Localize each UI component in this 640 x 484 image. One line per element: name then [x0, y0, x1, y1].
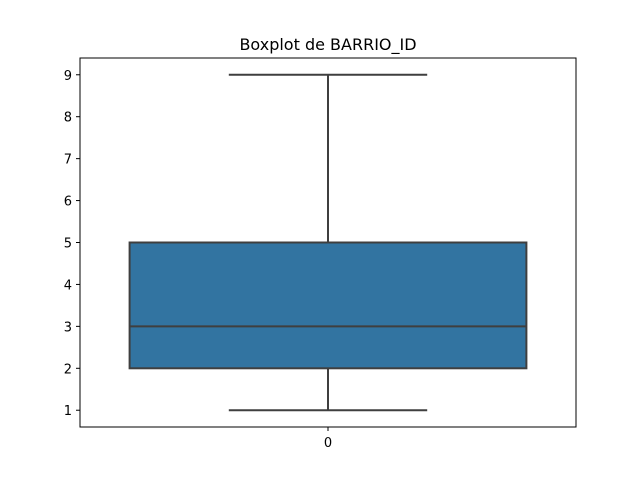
plot-area: 1 2 3 4 5 6 7 8 9 0 — [64, 57, 577, 451]
y-tick-label: 6 — [64, 195, 72, 210]
y-tick-label: 5 — [64, 237, 72, 252]
y-tick-label: 3 — [64, 320, 72, 335]
y-tick-label: 1 — [64, 404, 72, 419]
y-tick-label: 8 — [64, 111, 72, 126]
x-tick-label: 0 — [324, 436, 332, 451]
y-tick-label: 9 — [64, 69, 72, 84]
y-tick-label: 4 — [64, 278, 72, 293]
y-tick-label: 7 — [64, 153, 72, 168]
y-tick-label: 2 — [64, 362, 72, 377]
box-iqr — [128, 241, 528, 370]
chart-title: Boxplot de BARRIO_ID — [239, 35, 416, 55]
